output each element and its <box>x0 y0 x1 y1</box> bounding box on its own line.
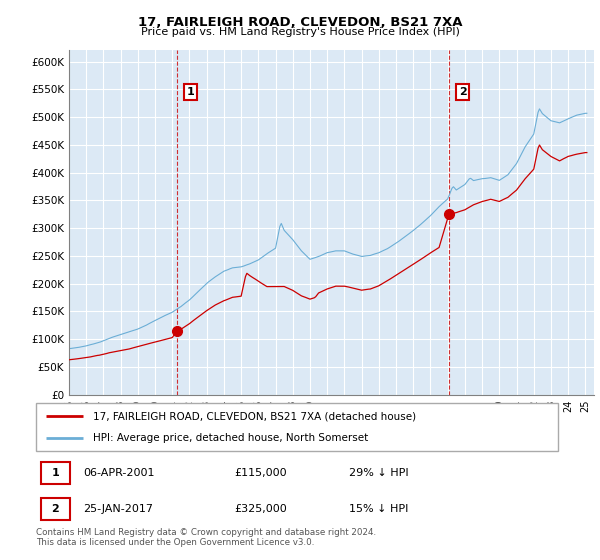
Text: 17, FAIRLEIGH ROAD, CLEVEDON, BS21 7XA (detached house): 17, FAIRLEIGH ROAD, CLEVEDON, BS21 7XA (… <box>94 411 416 421</box>
Text: Price paid vs. HM Land Registry's House Price Index (HPI): Price paid vs. HM Land Registry's House … <box>140 27 460 37</box>
Text: HPI: Average price, detached house, North Somerset: HPI: Average price, detached house, Nort… <box>94 433 368 443</box>
Text: 29% ↓ HPI: 29% ↓ HPI <box>349 468 409 478</box>
Text: £325,000: £325,000 <box>235 504 287 514</box>
Text: 25-JAN-2017: 25-JAN-2017 <box>83 504 153 514</box>
Text: 2: 2 <box>459 87 467 97</box>
Text: 1: 1 <box>187 87 194 97</box>
Text: 1: 1 <box>52 468 59 478</box>
Bar <box>41 463 70 484</box>
Text: 15% ↓ HPI: 15% ↓ HPI <box>349 504 409 514</box>
Text: £115,000: £115,000 <box>235 468 287 478</box>
Text: 06-APR-2001: 06-APR-2001 <box>83 468 154 478</box>
Text: 17, FAIRLEIGH ROAD, CLEVEDON, BS21 7XA: 17, FAIRLEIGH ROAD, CLEVEDON, BS21 7XA <box>138 16 462 29</box>
Text: 2: 2 <box>52 504 59 514</box>
Text: Contains HM Land Registry data © Crown copyright and database right 2024.
This d: Contains HM Land Registry data © Crown c… <box>36 528 376 547</box>
Bar <box>41 498 70 520</box>
